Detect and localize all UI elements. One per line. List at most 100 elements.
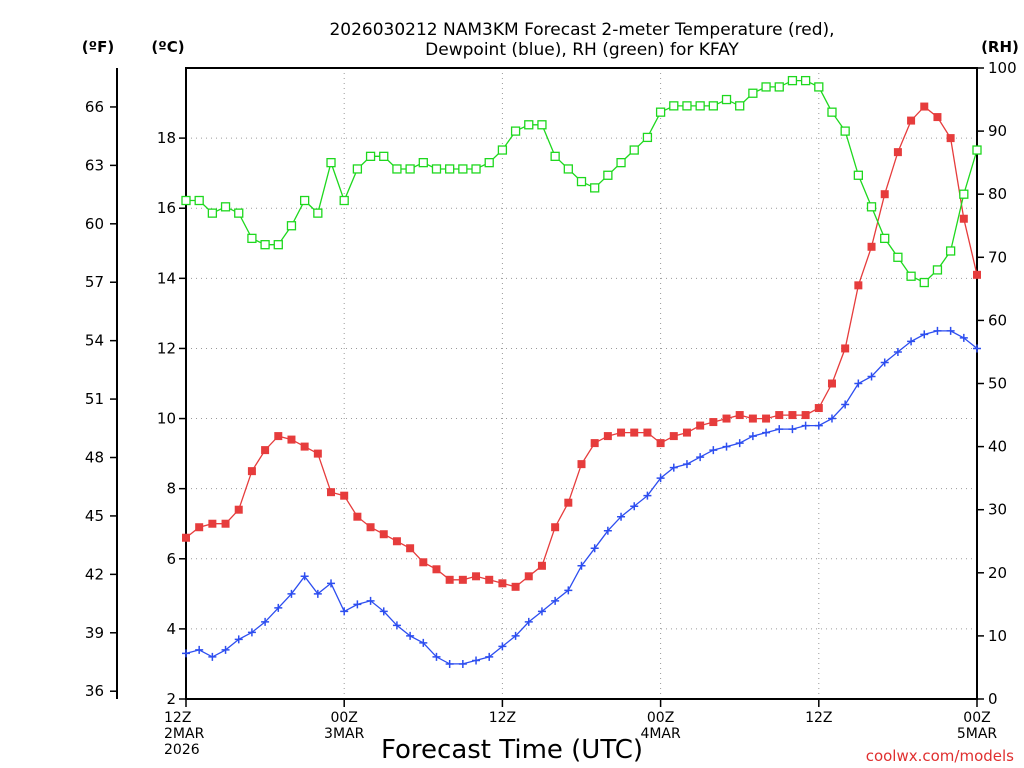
dewpoint-point — [617, 512, 626, 521]
x-tick-label: 12Z — [805, 710, 832, 726]
rh-tick-label: 40 — [988, 438, 1007, 456]
temperature-point — [893, 148, 902, 157]
rh-point — [194, 195, 204, 206]
temperature-point — [854, 281, 863, 290]
dewpoint-point — [498, 642, 507, 651]
temperature-point — [353, 512, 362, 521]
dewpoint-point — [195, 645, 204, 654]
dewpoint-point — [537, 607, 546, 616]
x-tick-label: 12Z — [489, 710, 516, 726]
rh-point — [379, 151, 389, 161]
rh-unit-label: (RH) — [981, 38, 1019, 56]
fahrenheit-tick-label: 63 — [85, 156, 104, 174]
dewpoint-point — [959, 333, 968, 342]
temperature-point — [788, 411, 797, 420]
x-axis-title: Forecast Time (UTC) — [381, 735, 643, 765]
dewpoint-point — [577, 561, 586, 570]
rh-point — [853, 170, 863, 180]
rh-point — [220, 202, 231, 212]
rh-point — [932, 265, 943, 275]
temperature-point — [234, 505, 243, 514]
temperature-point — [195, 523, 204, 532]
rh-point — [972, 145, 982, 155]
chart-title-line-2: Dewpoint (blue), RH (green) for KFAY — [425, 40, 739, 60]
rh-point — [339, 195, 349, 206]
dewpoint-point — [445, 659, 454, 668]
rh-point — [550, 151, 560, 161]
data-series — [181, 75, 982, 668]
fahrenheit-tick-label: 48 — [85, 449, 104, 467]
temperature-point — [762, 414, 771, 423]
celsius-tick-label: 4 — [166, 620, 176, 638]
rh-point — [286, 221, 297, 231]
rh-point — [919, 277, 929, 288]
temperature-point — [590, 439, 599, 448]
dewpoint-point — [406, 631, 415, 640]
rh-point — [273, 240, 283, 250]
x-tick-label: 00Z — [963, 710, 990, 726]
rh-point — [181, 195, 191, 206]
celsius-tick-label: 8 — [166, 480, 176, 498]
dewpoint-point — [313, 589, 322, 598]
temperature-point — [814, 404, 823, 413]
rh-point — [814, 82, 824, 92]
x-tick-label: 00Z — [330, 710, 357, 726]
rh-point — [576, 176, 587, 187]
temperature-point — [801, 411, 810, 420]
rh-tick-label: 10 — [988, 627, 1007, 645]
dewpoint-point — [735, 439, 744, 448]
fahrenheit-tick-label: 42 — [85, 565, 104, 583]
dewpoint-point — [880, 358, 889, 367]
rh-point — [906, 271, 916, 281]
dewpoint-point — [458, 659, 467, 668]
dewpoint-point — [379, 607, 388, 616]
chart-title-line-1: 2026030212 NAM3KM Forecast 2-meter Tempe… — [329, 20, 834, 40]
rh-point — [234, 208, 244, 218]
temperature-point — [472, 572, 481, 581]
rh-point — [735, 101, 745, 111]
dewpoint-point — [353, 600, 362, 609]
rh-point — [893, 252, 903, 262]
dewpoint-point — [234, 635, 243, 644]
rh-point — [761, 82, 771, 92]
dewpoint-point — [287, 589, 296, 598]
rh-point — [959, 189, 969, 199]
temperature-point — [709, 418, 718, 427]
rh-point — [524, 120, 534, 130]
credit-text: coolwx.com/models — [866, 747, 1014, 765]
dewpoint-point — [247, 628, 256, 637]
x-tick-label: 4MAR — [640, 726, 681, 742]
dewpoint-point — [814, 421, 823, 430]
rh-point — [721, 94, 732, 105]
temperature-point — [511, 582, 520, 591]
fahrenheit-tick-label: 39 — [85, 624, 104, 642]
axis-ticks: 2 4 6 8 10 12 14 16 18 36 39 42 45 48 51 54 57 60 63 66 0 10 2… — [85, 59, 1017, 758]
dewpoint-point — [603, 526, 612, 535]
rh-point — [748, 88, 758, 98]
dewpoint-point — [656, 474, 665, 483]
dewpoint-point — [392, 621, 401, 630]
dewpoint-point — [827, 414, 836, 423]
rh-point — [787, 75, 798, 86]
rh-point — [299, 195, 310, 206]
rh-point — [260, 240, 270, 250]
x-tick-label: 2MAR — [164, 726, 205, 742]
temperature-point — [564, 498, 573, 507]
rh-tick-label: 0 — [988, 690, 998, 708]
temperature-point — [327, 488, 336, 497]
dewpoint-point — [973, 344, 981, 353]
temperature-point — [946, 134, 955, 143]
temperature-point — [392, 537, 401, 546]
temperature-point — [907, 116, 916, 125]
temperature-point — [722, 414, 731, 423]
rh-point — [471, 164, 481, 174]
temperature-point — [920, 102, 929, 111]
temperature-point — [933, 113, 942, 122]
rh-point — [405, 164, 415, 174]
dewpoint-point — [933, 326, 942, 335]
rh-tick-label: 60 — [988, 311, 1007, 329]
rh-point — [247, 233, 257, 244]
celsius-tick-label: 16 — [157, 199, 176, 217]
celsius-tick-label: 14 — [157, 269, 176, 287]
dewpoint-point — [564, 586, 573, 595]
